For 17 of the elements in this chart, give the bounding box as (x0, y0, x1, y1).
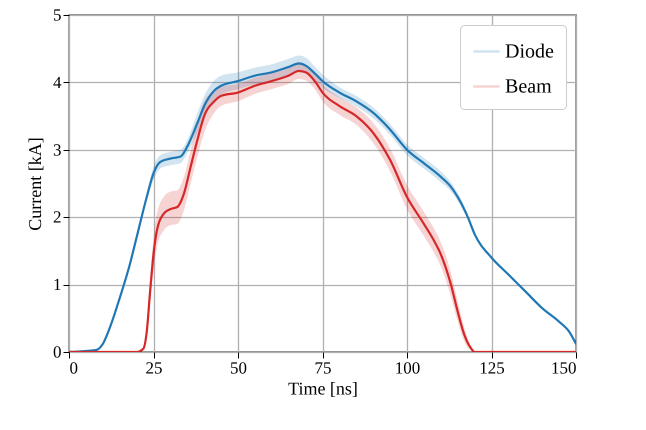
x-tick-label: 0 (70, 358, 78, 378)
y-tick-label: 1 (53, 275, 62, 294)
y-tick-label: 4 (53, 72, 62, 92)
x-tick-label: 50 (230, 358, 247, 378)
y-axis-title: Current [kA] (25, 137, 45, 231)
x-tick-label: 75 (314, 358, 332, 378)
y-tick-label: 2 (53, 208, 62, 227)
x-tick-label: 125 (479, 358, 505, 378)
x-tick-label: 100 (394, 358, 420, 378)
legend-label: Beam (505, 76, 552, 98)
y-tick-label: 3 (53, 140, 62, 160)
x-tick-label: 25 (146, 358, 162, 378)
y-tick-label: 0 (53, 342, 62, 362)
legend-label: Diode (505, 40, 554, 62)
x-axis-title: Time [ns] (288, 378, 358, 398)
x-tick-label: 150 (551, 358, 576, 378)
y-tick-label: 5 (53, 6, 62, 24)
